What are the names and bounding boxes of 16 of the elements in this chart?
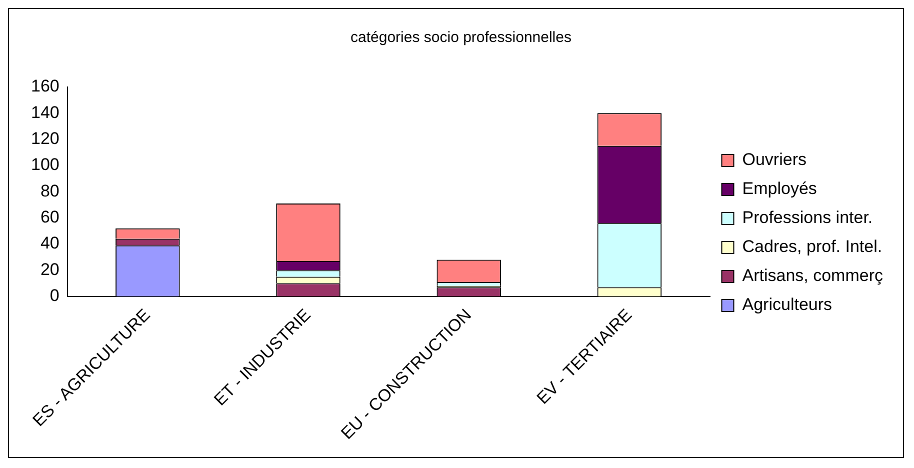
legend-label: Artisans, commerç	[742, 266, 884, 286]
y-tick-label: 20	[40, 260, 60, 279]
y-tick-label: 0	[50, 286, 60, 306]
legend-label: Employés	[742, 179, 817, 198]
y-tick-label: 80	[40, 181, 60, 200]
legend-label: Cadres, prof. Intel.	[742, 237, 882, 256]
legend-label: Ouvriers	[742, 150, 806, 170]
y-tick-label: 140	[30, 102, 60, 122]
y-tick-label: 120	[30, 129, 60, 148]
chart-title: catégories socio professionnelles	[350, 29, 572, 46]
y-tick-label: 100	[30, 155, 60, 174]
legend-label: Agriculteurs	[742, 295, 832, 314]
y-tick-label: 160	[30, 76, 60, 96]
y-tick-label: 40	[40, 234, 60, 253]
legend-label: Professions inter.	[742, 208, 873, 228]
y-tick-label: 60	[40, 208, 60, 227]
